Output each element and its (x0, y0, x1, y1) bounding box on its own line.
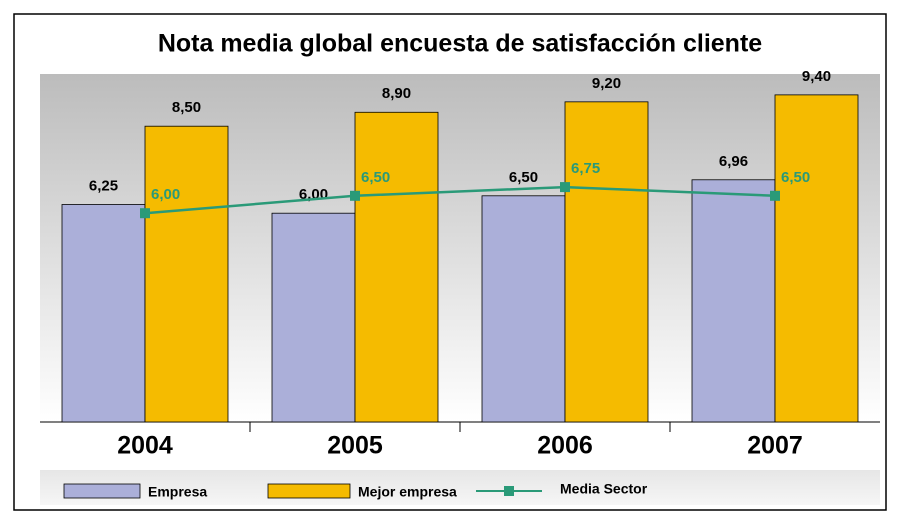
x-tick-label: 2007 (747, 432, 803, 460)
bar (691, 179, 776, 423)
legend-label: Mejor empresa (358, 484, 457, 500)
chart-title: Nota media global encuesta de satisfacci… (158, 30, 762, 58)
bar (481, 195, 566, 423)
data-label: 6,96 (719, 153, 748, 170)
data-label: 8,50 (172, 99, 201, 116)
line-marker (770, 190, 780, 201)
bar (564, 101, 649, 423)
line-marker (560, 182, 570, 193)
line-marker (350, 190, 360, 201)
data-label: 9,20 (592, 75, 621, 92)
legend-band (40, 470, 880, 505)
data-label: 6,50 (361, 169, 390, 186)
bar (271, 212, 356, 423)
data-label: 6,25 (89, 177, 118, 194)
data-label: 6,75 (571, 160, 600, 177)
line-marker (140, 208, 150, 219)
x-tick-label: 2006 (537, 432, 593, 460)
bar (61, 204, 146, 423)
data-label: 9,40 (802, 68, 831, 85)
bar (354, 111, 439, 423)
legend-swatch (63, 483, 141, 499)
x-tick-label: 2005 (327, 432, 383, 460)
legend-label: Empresa (148, 484, 207, 500)
x-tick-label: 2004 (117, 432, 173, 460)
bar (774, 94, 859, 423)
data-label: 8,90 (382, 85, 411, 102)
legend-label: Media Sector (560, 481, 648, 497)
line (144, 185, 776, 215)
data-label: 6,00 (151, 186, 180, 203)
legend-swatch (267, 483, 351, 499)
data-label: 6,50 (781, 169, 810, 186)
bar (144, 125, 229, 423)
data-label: 6,50 (509, 169, 538, 186)
legend-marker (504, 486, 514, 496)
